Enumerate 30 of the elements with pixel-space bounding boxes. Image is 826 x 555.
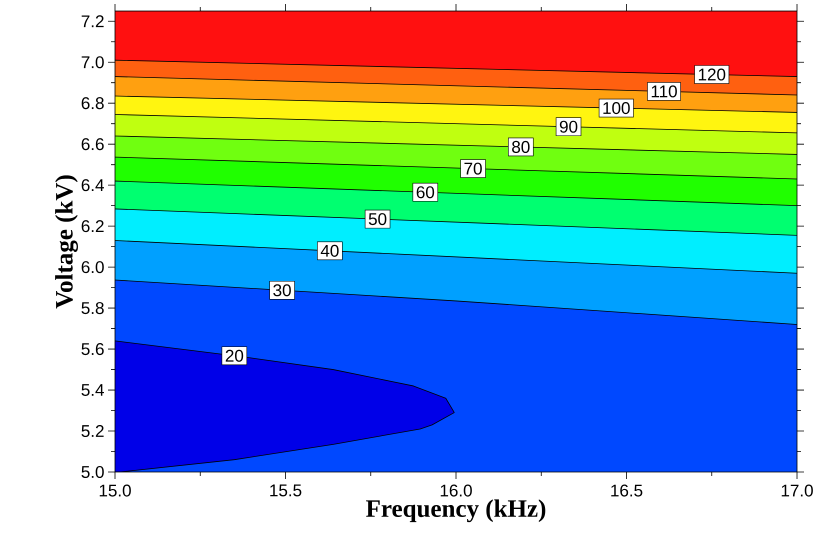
y-tick-label: 6.8 [82,97,104,110]
y-tick-label: 6.4 [82,179,104,192]
series-label: 90 [560,120,578,133]
y-tick-label: 5.8 [82,302,104,314]
series-label: 40 [320,244,339,257]
y-tick-label: 5.4 [82,384,104,396]
y-tick-label: 7.0 [82,56,104,68]
series-label: 20 [226,350,244,362]
series-label: 50 [368,213,386,226]
y-tick-label: 6.2 [82,220,104,232]
series-label: 110 [652,85,677,98]
series-label: 80 [512,140,530,153]
series-label: 120 [698,68,726,81]
y-axis-title: Voltage (kV) [55,175,78,308]
y-tick-label: 5.6 [82,343,104,356]
y-tick-label: 5.0 [82,466,104,478]
series-label: 70 [464,162,482,175]
series-label: 30 [273,284,291,296]
y-tick-label: 7.2 [82,15,104,28]
series-label: 60 [416,186,434,198]
y-tick-label: 6.6 [82,138,104,150]
x-tick-label: 15.0 [100,484,131,497]
x-tick-label: 15.5 [270,484,302,496]
y-tick-label: 5.2 [82,425,104,438]
x-tick-label: 16.0 [440,484,472,497]
x-tick-label: 16.5 [611,484,642,497]
x-axis-title: Frequency (kHz) [366,499,546,522]
y-tick-label: 6.0 [82,261,104,274]
series-label: 100 [603,102,630,114]
x-tick-label: 17.0 [782,484,813,497]
